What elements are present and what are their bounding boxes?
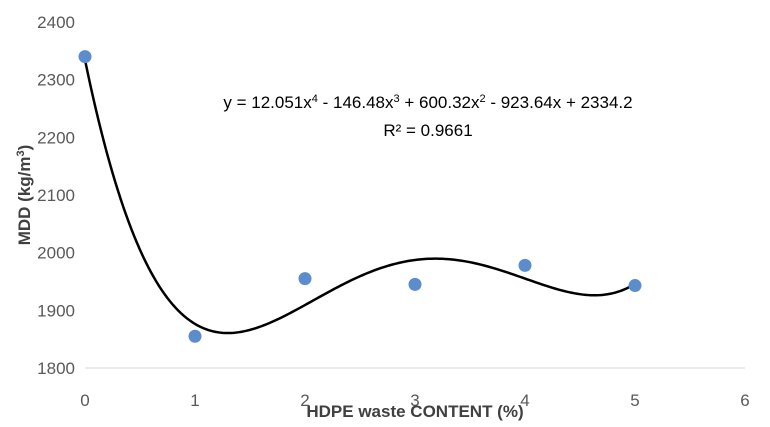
- data-point: [628, 279, 642, 293]
- x-tick-label: 6: [740, 391, 749, 410]
- data-point: [408, 277, 422, 291]
- x-tick-label: 3: [410, 391, 419, 410]
- x-tick-label: 2: [300, 391, 309, 410]
- y-tick-label: 1800: [37, 359, 75, 378]
- trendline-r-squared: R² = 0.9661: [383, 121, 472, 140]
- y-tick-label: 2400: [37, 13, 75, 32]
- x-axis-title: HDPE waste CONTENT (%): [306, 402, 523, 421]
- data-point: [518, 258, 532, 272]
- x-tick-label: 5: [630, 391, 639, 410]
- x-tick-label: 4: [520, 391, 529, 410]
- trendline: [83, 59, 636, 335]
- x-tick-label: 0: [80, 391, 89, 410]
- y-tick-label: 2000: [37, 244, 75, 263]
- y-tick-label: 2300: [37, 71, 75, 90]
- y-tick-label: 2100: [37, 186, 75, 205]
- y-tick-label: 2200: [37, 128, 75, 147]
- data-points: [78, 50, 642, 343]
- data-point: [188, 329, 202, 343]
- y-tick-label: 1900: [37, 301, 75, 320]
- data-point: [78, 50, 92, 64]
- data-point: [298, 272, 312, 286]
- y-axis-ticks: 1800 1900 2000 2100 2200 2300 2400: [37, 13, 75, 378]
- trendline-equation: y = 12.051x4 - 146.48x3 + 600.32x2 - 923…: [223, 93, 632, 112]
- x-axis-ticks: 0 1 2 3 4 5 6: [80, 391, 749, 410]
- x-tick-label: 1: [190, 391, 199, 410]
- y-axis-title: MDD (kg/m3): [15, 145, 34, 246]
